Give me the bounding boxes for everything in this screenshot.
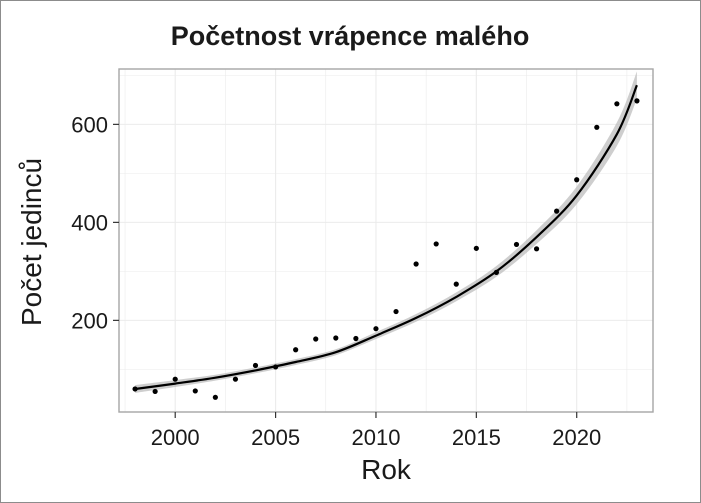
data-point [232, 376, 239, 382]
x-tick-label: 2010 [351, 425, 400, 450]
data-point [433, 241, 439, 247]
data-point [152, 388, 158, 395]
trend-confidence-band [135, 71, 637, 393]
y-tick-label: 400 [71, 210, 108, 235]
y-tick-label: 200 [71, 308, 108, 333]
plot-panel [118, 68, 654, 413]
x-tick-label: 2000 [151, 425, 200, 450]
data-point [252, 362, 259, 369]
y-axis-label: Počet jedinců [16, 158, 47, 326]
data-point [574, 177, 580, 183]
data-point [132, 386, 138, 392]
data-point [353, 335, 359, 342]
grid [119, 69, 653, 412]
data-point [373, 326, 379, 332]
data-point [333, 335, 339, 341]
data-point [413, 261, 419, 267]
y-axis-ticks: 200 400 600 [71, 112, 119, 333]
data-point [594, 124, 600, 130]
data-point [212, 394, 218, 400]
data-point [614, 101, 620, 107]
data-point [453, 281, 459, 287]
x-axis-label: Rok [361, 454, 412, 485]
chart-title: Početnost vrápence malého [171, 21, 530, 51]
data-point [554, 208, 560, 214]
data-point [192, 388, 198, 394]
data-point [473, 245, 479, 251]
x-axis-ticks: 2000 2005 2010 2015 2020 [151, 412, 601, 450]
data-point [272, 364, 279, 370]
x-tick-label: 2005 [251, 425, 300, 450]
y-tick-label: 600 [71, 112, 108, 137]
data-point [513, 241, 520, 248]
data-point [493, 269, 500, 275]
trend-line [134, 84, 638, 391]
data-point [313, 336, 319, 342]
x-tick-label: 2020 [552, 425, 601, 450]
data-points [132, 98, 640, 400]
data-point [634, 98, 640, 104]
data-point [293, 347, 299, 353]
data-point [533, 246, 540, 252]
data-point [393, 308, 399, 315]
data-point [172, 376, 178, 382]
x-tick-label: 2015 [452, 425, 501, 450]
